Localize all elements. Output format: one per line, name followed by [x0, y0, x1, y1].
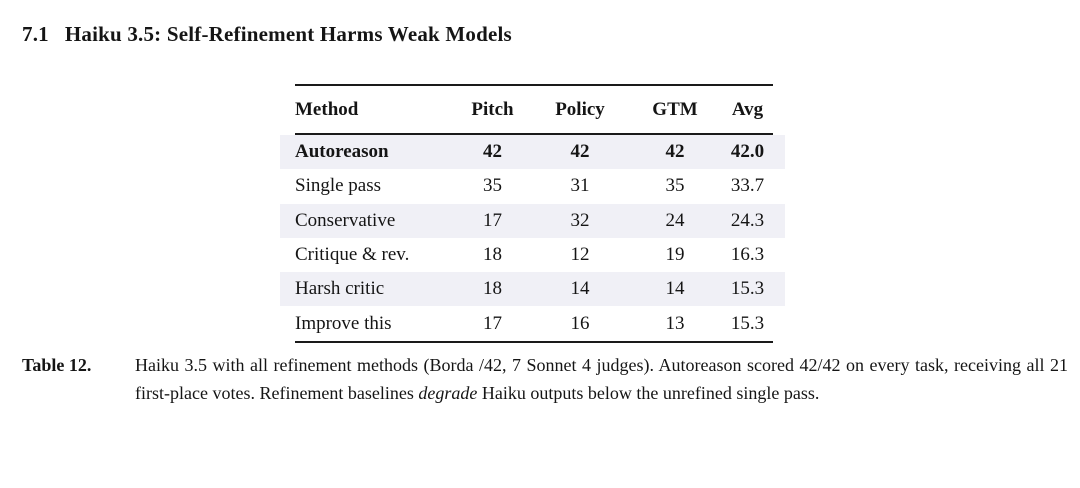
column-header-avg: Avg	[731, 98, 764, 120]
column-header-gtm: GTM	[652, 98, 698, 120]
cell-pitch: 18	[483, 278, 502, 300]
column-header-method: Method	[295, 98, 359, 120]
table-row: Conservative 17 32 24 24.3	[280, 203, 785, 238]
cell-policy: 42	[570, 141, 590, 163]
cell-policy: 12	[570, 244, 590, 266]
cell-method: Critique & rev.	[295, 244, 410, 266]
cell-pitch: 17	[483, 312, 502, 334]
cell-gtm: 24	[665, 209, 685, 231]
cell-method: Harsh critic	[295, 278, 385, 300]
cell-avg: 33.7	[730, 175, 765, 197]
cell-policy: 31	[570, 175, 590, 197]
cell-gtm: 42	[665, 141, 685, 163]
caption-label: Table 12.	[22, 355, 92, 375]
cell-method: Improve this	[295, 312, 392, 334]
cell-policy: 16	[570, 312, 590, 334]
table-caption: Table 12. Haiku 3.5 with all refinement …	[22, 351, 1068, 407]
caption-italic-word: degrade	[418, 383, 478, 403]
results-table: Method Pitch Policy GTM Avg Autoreason 42…	[280, 84, 785, 343]
table-row: Improve this 17 16 13 15.3	[280, 306, 785, 340]
cell-gtm: 19	[665, 244, 685, 266]
cell-pitch: 17	[483, 209, 502, 231]
cell-avg: 15.3	[730, 312, 765, 334]
table-row: Autoreason 42 42 42 42.0	[280, 135, 785, 170]
table-body: Autoreason 42 42 42 42.0 Single pass 35 31 35 33.…	[280, 135, 785, 341]
cell-avg: 15.3	[730, 278, 765, 300]
section-heading: 7.1 Haiku 3.5: Self-Refinement Harms Weak…	[22, 22, 512, 47]
table-row: Single pass 35 31 35 33.7	[280, 169, 785, 203]
caption-text-end: Haiku outputs below the unrefined single…	[477, 383, 820, 403]
caption-text-start: Haiku 3.5 with all refinement methods (B…	[135, 355, 1068, 403]
table-mid-rule	[295, 133, 773, 135]
cell-avg: 16.3	[730, 244, 765, 266]
cell-policy: 32	[570, 209, 590, 231]
cell-method: Autoreason	[295, 141, 389, 163]
cell-method: Conservative	[295, 209, 396, 231]
caption-text: Haiku 3.5 with all refinement methods (B…	[135, 351, 1068, 407]
table-top-rule	[295, 84, 773, 86]
cell-method: Single pass	[295, 175, 382, 197]
cell-policy: 14	[570, 278, 590, 300]
cell-gtm: 14	[665, 278, 685, 300]
column-header-pitch: Pitch	[471, 98, 514, 120]
cell-avg: 24.3	[730, 209, 765, 231]
table-bottom-rule	[295, 340, 773, 343]
table-row: Critique & rev. 18 12 19 16.3	[280, 238, 785, 272]
section-title: Haiku 3.5: Self-Refinement Harms Weak Mo…	[64, 22, 512, 46]
cell-gtm: 35	[665, 175, 685, 197]
cell-avg: 42.0	[730, 141, 765, 163]
cell-pitch: 18	[483, 244, 502, 266]
cell-gtm: 13	[665, 312, 685, 334]
cell-pitch: 35	[483, 175, 502, 197]
cell-pitch: 42	[483, 141, 502, 163]
table-row: Harsh critic 18 14 14 15.3	[280, 272, 785, 307]
table-header-row: Method Pitch Policy GTM Avg	[280, 86, 785, 133]
section-number: 7.1	[22, 22, 49, 46]
column-header-policy: Policy	[555, 98, 605, 120]
